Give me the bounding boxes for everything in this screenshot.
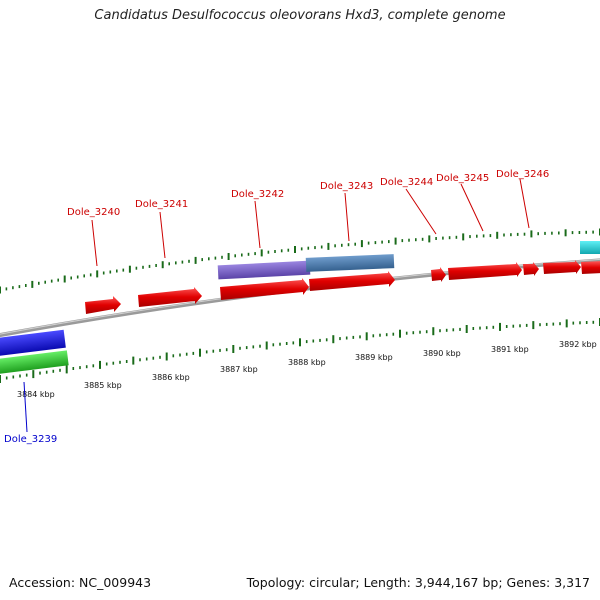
scale-label: 3886 kbp xyxy=(152,373,190,382)
gene-labels: Dole_3239 Dole_3240 Dole_3241 Dole_3242 … xyxy=(4,169,549,445)
scale-label: 3888 kbp xyxy=(288,358,326,367)
scale-label: 3885 kbp xyxy=(84,381,122,390)
gene-label-dole-3239: Dole_3239 xyxy=(4,434,57,445)
scale-label: 3887 kbp xyxy=(220,365,258,374)
gene-arrow-dole-3241 xyxy=(138,287,202,307)
gene-arrow-dole-3242 xyxy=(220,278,309,300)
scale-label: 3892 kbp xyxy=(559,340,597,349)
gene-arrow-dole-3245 xyxy=(448,262,522,280)
leader-dole-3243 xyxy=(344,192,350,242)
scale-label: 3891 kbp xyxy=(491,345,529,354)
scale-label: 3884 kbp xyxy=(17,390,55,399)
leader-dole-3241 xyxy=(159,211,166,259)
scale-labels: 3884 kbp 3885 kbp 3886 kbp 3887 kbp 3888… xyxy=(17,340,597,399)
scale-label: 3890 kbp xyxy=(423,349,461,358)
gene-label-dole-3245: Dole_3245 xyxy=(436,173,489,184)
feature-green-block xyxy=(0,350,69,374)
gene-label-dole-3246: Dole_3246 xyxy=(496,169,549,180)
gene-arrow-dole-3246-b xyxy=(543,260,581,274)
feature-steelblue-block xyxy=(305,254,395,272)
scale-tick-track xyxy=(0,318,600,383)
topology-label: Topology: circular; Length: 3,944,167 bp… xyxy=(246,575,590,590)
feature-blue-block xyxy=(0,329,66,356)
gene-label-dole-3243: Dole_3243 xyxy=(320,181,373,192)
gene-arrow-dole-3247 xyxy=(581,261,600,274)
gene-arrows xyxy=(85,260,600,314)
leader-dole-3240 xyxy=(91,219,98,267)
leader-dole-3246 xyxy=(519,178,530,229)
gene-arrow-dole-3244 xyxy=(431,267,446,282)
gene-arrow-dole-3246-a xyxy=(523,262,539,276)
gene-label-dole-3242: Dole_3242 xyxy=(231,189,284,200)
genome-title: Candidatus Desulfococcus oleovorans Hxd3… xyxy=(94,8,506,23)
gene-label-dole-3241: Dole_3241 xyxy=(135,199,188,210)
scale-label: 3889 kbp xyxy=(355,353,393,362)
gene-label-leaders xyxy=(23,178,530,433)
leader-dole-3242 xyxy=(254,200,261,249)
feature-purple-block xyxy=(217,260,311,280)
gene-label-dole-3240: Dole_3240 xyxy=(67,207,120,218)
gene-label-dole-3244: Dole_3244 xyxy=(380,177,433,188)
leader-dole-3239 xyxy=(23,381,28,433)
leader-dole-3245 xyxy=(460,183,484,232)
feature-cyan-block xyxy=(580,241,600,254)
leader-dole-3244 xyxy=(405,188,437,235)
outer-tick-track xyxy=(0,228,600,294)
gene-arrow-dole-3243 xyxy=(309,271,395,291)
gene-arrow-dole-3240 xyxy=(85,296,121,314)
accession-label: Accession: NC_009943 xyxy=(9,575,152,590)
